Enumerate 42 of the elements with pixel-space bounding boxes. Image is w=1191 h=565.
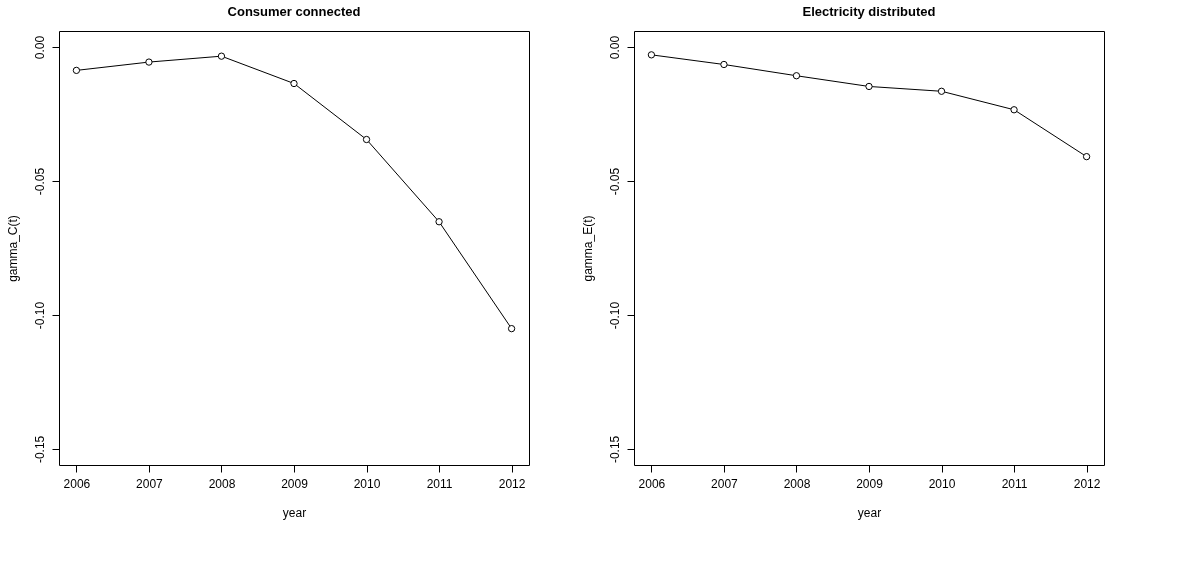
x-tick-label: 2006 [63, 476, 91, 491]
y-tick-label: -0.10 [32, 301, 47, 330]
x-tick-label: 2007 [136, 476, 164, 491]
point [217, 52, 226, 60]
point [937, 87, 946, 95]
x-tick-label: 2009 [281, 476, 309, 491]
point [865, 82, 873, 91]
x-tick-label: 2006 [638, 476, 666, 491]
x-tick-label: 2008 [783, 476, 811, 491]
y-axis-title: gamma_E(t) [580, 215, 595, 282]
point [507, 324, 516, 333]
y-tick-label: -0.05 [32, 167, 47, 196]
x-tick-label: 2007 [711, 476, 739, 491]
point [362, 135, 371, 144]
x-tick-label: 2012 [1073, 476, 1101, 491]
point [647, 51, 656, 59]
y-tick-label: -0.15 [607, 435, 622, 464]
y-axis-title: gamma_C(t) [5, 215, 20, 282]
y-tick-label: 0.00 [32, 35, 47, 60]
y-tick-label: -0.15 [32, 435, 47, 464]
point [435, 218, 443, 226]
x-tick-label: 2012 [498, 476, 526, 491]
x-tick-label: 2008 [208, 476, 236, 491]
point [720, 60, 728, 69]
chart-title: Consumer connected [227, 4, 361, 19]
x-tick-label: 2010 [353, 476, 381, 491]
x-tick-label: 2011 [426, 476, 453, 491]
x-tick-label: 2011 [1001, 476, 1028, 491]
point [792, 72, 801, 80]
x-axis-title: year [282, 505, 307, 520]
y-tick-label: -0.10 [607, 301, 622, 330]
x-tick-label: 2009 [856, 476, 884, 491]
y-tick-label: 0.00 [607, 35, 622, 60]
x-axis-title: year [857, 505, 882, 520]
point [1010, 106, 1018, 114]
x-tick-label: 2010 [928, 476, 956, 491]
point [1082, 152, 1091, 161]
y-tick-label: -0.05 [607, 167, 622, 196]
chart-title: Electricity distributed [802, 4, 936, 19]
point [290, 79, 298, 88]
point [72, 66, 81, 75]
point [145, 58, 153, 66]
